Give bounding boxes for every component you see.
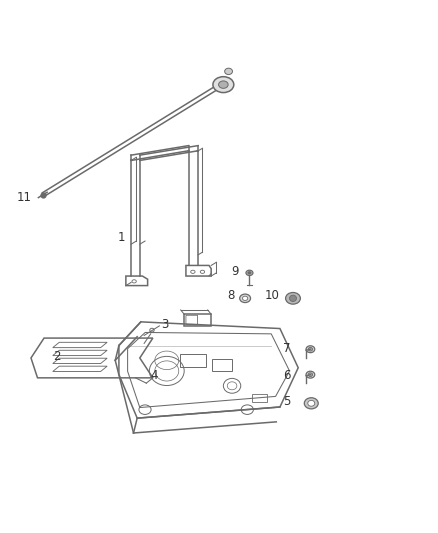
Ellipse shape [213, 77, 234, 93]
Ellipse shape [306, 346, 315, 353]
Ellipse shape [248, 271, 251, 274]
Text: 8: 8 [227, 289, 234, 302]
Text: 3: 3 [162, 318, 169, 332]
Text: 5: 5 [283, 395, 291, 408]
Text: 10: 10 [264, 289, 279, 302]
Text: 7: 7 [283, 342, 291, 355]
Ellipse shape [243, 296, 248, 301]
Text: 4: 4 [151, 369, 158, 382]
Text: 1: 1 [118, 231, 125, 244]
Text: 9: 9 [231, 265, 239, 278]
Ellipse shape [219, 81, 228, 88]
Ellipse shape [308, 373, 313, 376]
Ellipse shape [308, 348, 313, 351]
Ellipse shape [246, 270, 253, 276]
Ellipse shape [306, 371, 315, 378]
Ellipse shape [240, 294, 251, 303]
Ellipse shape [290, 295, 297, 302]
Text: 2: 2 [53, 350, 60, 363]
Ellipse shape [225, 68, 233, 75]
Text: 6: 6 [283, 369, 291, 382]
Text: 11: 11 [17, 191, 32, 204]
Ellipse shape [286, 293, 300, 304]
Ellipse shape [304, 398, 318, 409]
Ellipse shape [308, 400, 315, 406]
